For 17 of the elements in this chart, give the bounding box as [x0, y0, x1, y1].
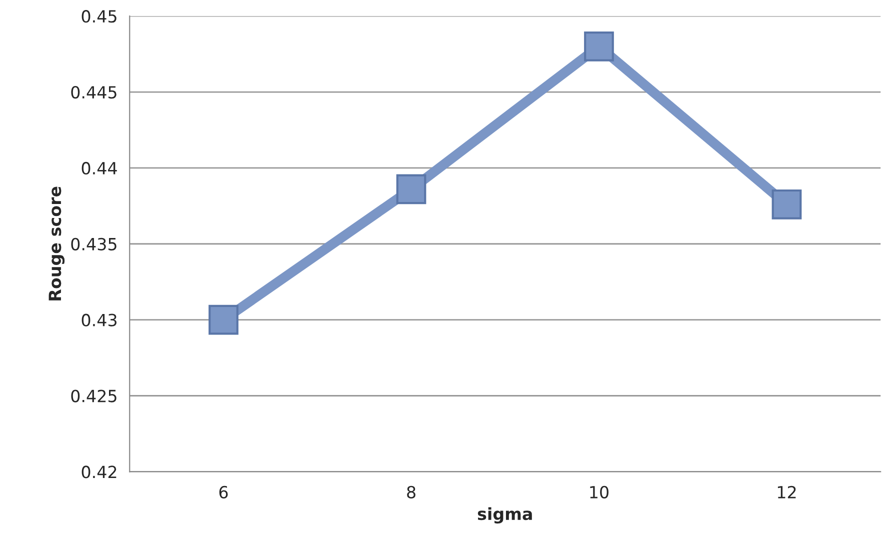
y-tick-label: 0.45	[82, 10, 116, 23]
x-axis-title: sigma	[478, 507, 532, 524]
y-tick-label: 0.44	[82, 162, 117, 175]
point	[396, 174, 426, 204]
y-tick-label: 0.42	[82, 466, 116, 478]
x-tick-label: 12	[778, 486, 796, 498]
x-tick-label: 10	[590, 486, 608, 498]
x-tick-label: 8	[407, 486, 416, 498]
point	[772, 189, 802, 220]
y-axis-title: Rouge score	[48, 186, 65, 300]
point	[208, 304, 238, 335]
y-tick-label: 0.425	[71, 390, 116, 402]
y-tick-label: 0.445	[71, 86, 116, 99]
y-tick-label: 0.435	[71, 238, 116, 250]
point	[584, 32, 614, 62]
x-tick-label: 6	[219, 486, 228, 498]
y-tick-label: 0.43	[82, 314, 116, 326]
